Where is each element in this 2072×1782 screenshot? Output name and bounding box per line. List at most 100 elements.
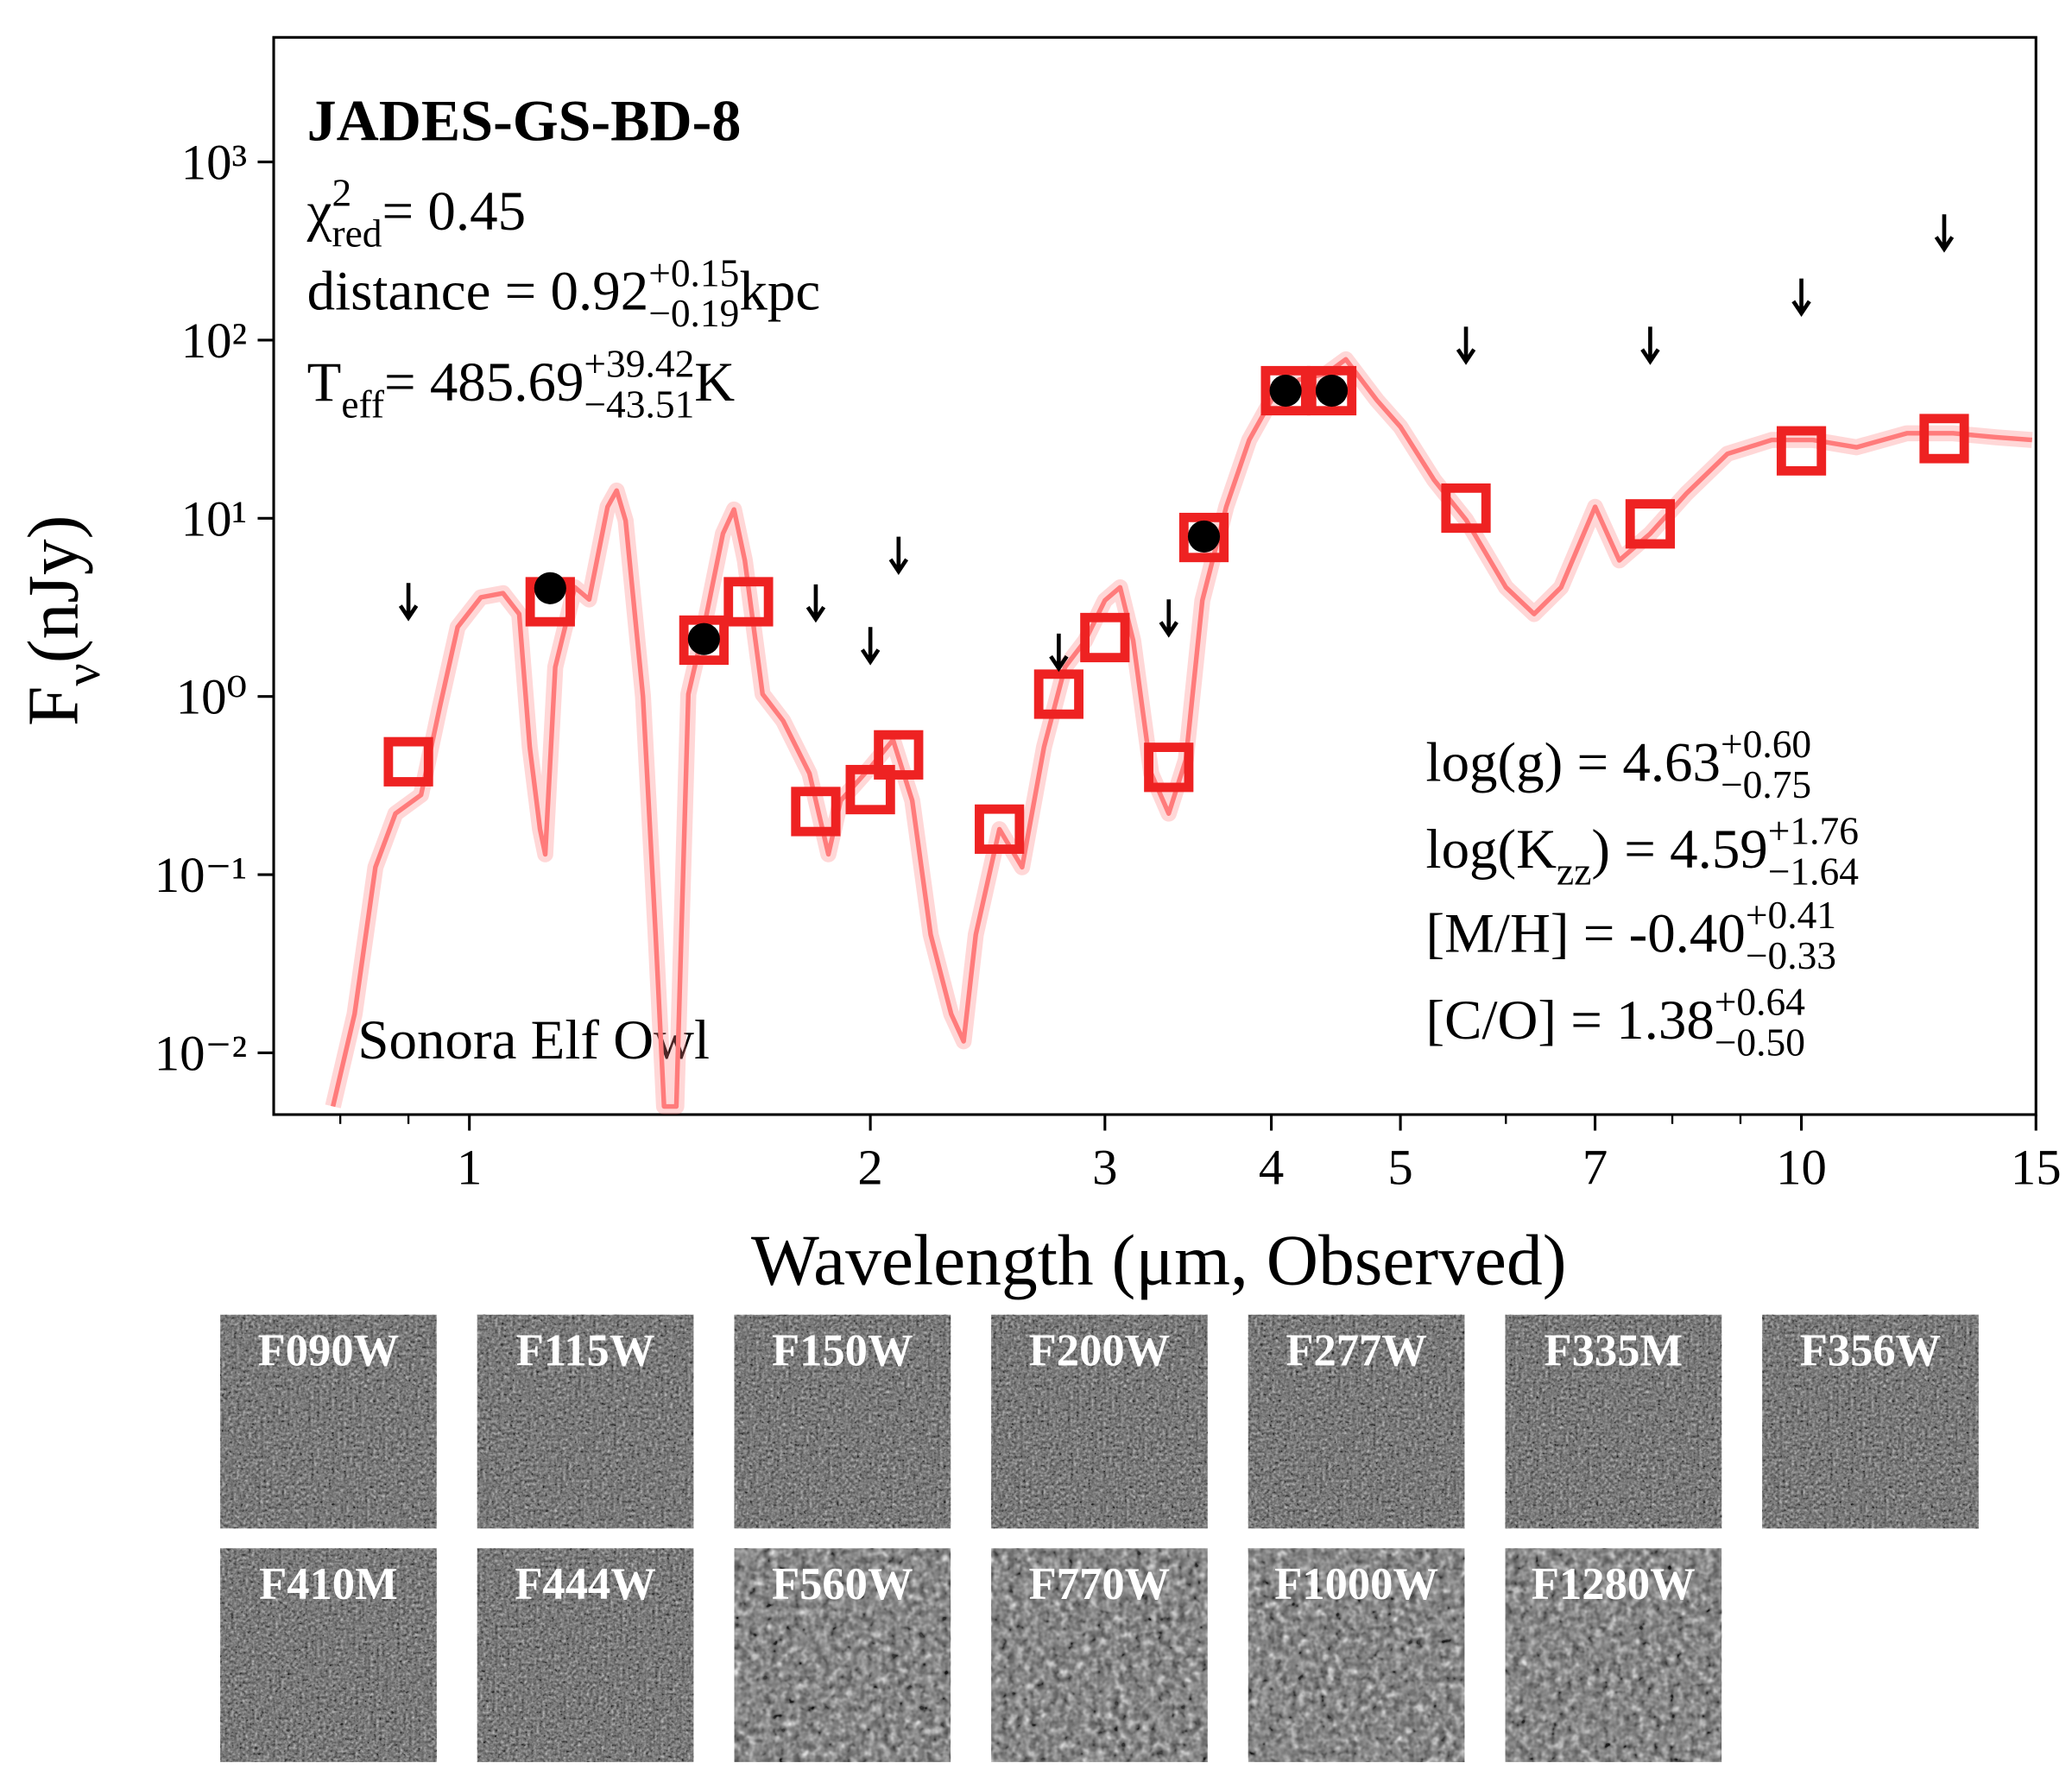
model-photometry <box>874 730 924 780</box>
model-photometry <box>1033 669 1083 719</box>
annotation: −0.50 <box>1715 1020 1805 1064</box>
model-photometry <box>1441 483 1491 534</box>
plot-area <box>325 214 2033 1115</box>
stamp: F335M <box>1505 1314 1722 1529</box>
model-photometry <box>1080 612 1130 663</box>
stamp: F356W <box>1762 1314 1979 1529</box>
stamp: F770W <box>991 1548 1208 1762</box>
annotation: [M/H] = -0.40 <box>1426 902 1746 964</box>
model-photometry <box>1260 365 1311 416</box>
annotation: +0.41 <box>1746 893 1836 937</box>
stamp-label: F560W <box>772 1559 913 1609</box>
stamp: F1280W <box>1505 1548 1722 1762</box>
annotation: log(g) = 4.63 <box>1426 731 1721 793</box>
annotation: +0.15 <box>648 250 739 294</box>
model-photometry <box>845 764 895 815</box>
stamp-image <box>734 1548 951 1762</box>
stamp-label: F115W <box>516 1326 655 1376</box>
y-tick-label: 10² <box>181 313 247 369</box>
model-photometry <box>1776 426 1827 476</box>
stamp-label: F277W <box>1286 1326 1427 1376</box>
x-tick-label: 4 <box>1259 1139 1284 1195</box>
stamp: F090W <box>220 1314 437 1529</box>
observed-flux <box>687 622 720 655</box>
annotation: +0.64 <box>1715 980 1805 1024</box>
chart-title: JADES-GS-BD-8 <box>307 87 742 153</box>
model-photometry <box>791 787 841 837</box>
upper-limit <box>1791 278 1811 318</box>
observed-flux <box>1315 374 1349 408</box>
stamp-label: F1280W <box>1532 1559 1696 1609</box>
stamp-image <box>220 1314 437 1529</box>
x-tick-label: 10 <box>1776 1139 1827 1195</box>
annotation: −1.64 <box>1768 849 1859 893</box>
stamp: F277W <box>1248 1314 1465 1529</box>
stamp-image <box>477 1314 694 1529</box>
model-photometry <box>975 804 1025 854</box>
annotation: distance = 0.92 <box>307 261 649 323</box>
stamp-label: F770W <box>1029 1559 1171 1609</box>
stamp-label: F1000W <box>1274 1559 1438 1609</box>
annotation: T <box>307 351 342 414</box>
annotation: [C/O] = 1.38 <box>1426 989 1715 1052</box>
stamp: F1000W <box>1248 1548 1465 1762</box>
upper-limit <box>1049 633 1069 673</box>
upper-limit <box>1640 326 1660 365</box>
upper-limit <box>860 627 881 666</box>
y-tick-label: 10¹ <box>181 490 247 547</box>
annotation: −0.33 <box>1746 933 1836 977</box>
model-photometry <box>1178 512 1229 563</box>
model-photometry <box>1144 742 1194 793</box>
stamp: F115W <box>477 1314 694 1529</box>
stamp: F560W <box>734 1548 951 1762</box>
y-axis-label-part: F <box>15 686 94 726</box>
model-spectrum <box>331 357 2032 1109</box>
stamp-image <box>1248 1314 1465 1529</box>
stamp: F150W <box>734 1314 951 1529</box>
annotation: log(K <box>1426 818 1557 881</box>
stamp-image <box>1505 1314 1722 1529</box>
stamp-label: F444W <box>515 1559 656 1609</box>
x-tick-label: 2 <box>857 1139 882 1195</box>
y-axis-label-part: (nJy) <box>15 515 94 664</box>
stamp-image <box>220 1548 437 1762</box>
observed-flux <box>1187 520 1221 553</box>
upper-limit <box>888 536 909 575</box>
annotation: +39.42 <box>584 342 694 386</box>
annotation: = 0.45 <box>382 180 527 243</box>
annotation: = 485.69 <box>384 351 584 414</box>
model-photometry <box>1919 414 1969 464</box>
stamp-image <box>1505 1548 1722 1762</box>
x-tick-label: 1 <box>457 1139 482 1195</box>
stamp-image <box>1762 1314 1979 1529</box>
stamp: F444W <box>477 1548 694 1762</box>
model-photometry <box>723 577 774 627</box>
annotation: −0.75 <box>1721 762 1811 806</box>
stamp-image <box>991 1548 1208 1762</box>
y-axis-label: Fν (nJy) <box>15 515 111 726</box>
observed-flux <box>1269 374 1302 408</box>
annotation: ) = 4.59 <box>1591 818 1767 881</box>
x-tick-label: 7 <box>1582 1139 1608 1195</box>
model-photometry <box>383 736 433 787</box>
plot-frame <box>272 35 2037 1116</box>
model-photometry <box>1306 365 1357 416</box>
stamp-label: F150W <box>772 1326 913 1376</box>
annotation: +1.76 <box>1768 809 1859 853</box>
stamp: F200W <box>991 1314 1208 1529</box>
stamp-label: F356W <box>1800 1326 1942 1376</box>
stamp-image <box>991 1314 1208 1529</box>
y-tick-label: 10³ <box>181 135 247 191</box>
stamp-label: F410M <box>259 1559 398 1609</box>
stamp-image <box>477 1548 694 1762</box>
stamp: F410M <box>220 1548 437 1762</box>
stamp-image <box>1248 1548 1465 1762</box>
upper-limit <box>1159 599 1178 638</box>
annotation: χ <box>306 180 332 243</box>
annotation: 2 <box>332 171 352 215</box>
y-tick-label: 10⁰ <box>176 669 247 725</box>
x-tick-label: 15 <box>2011 1139 2062 1195</box>
y-tick-label: 10⁻² <box>155 1026 247 1082</box>
stamp-image <box>734 1314 951 1529</box>
